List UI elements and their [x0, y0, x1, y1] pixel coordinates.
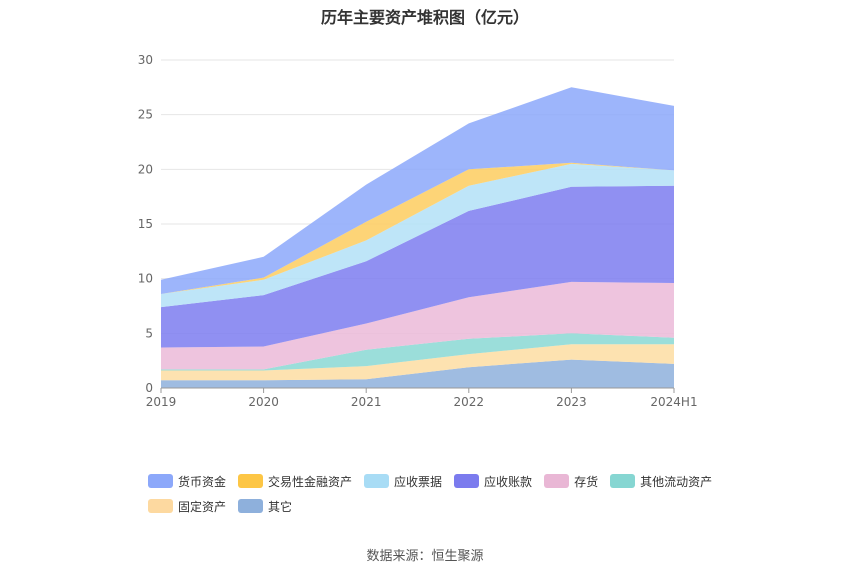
- x-tick-label: 2020: [248, 395, 279, 409]
- legend-swatch: [238, 499, 264, 513]
- y-tick-label: 5: [145, 326, 153, 340]
- legend-swatch: [148, 474, 173, 488]
- y-tick-label: 30: [138, 53, 153, 67]
- area-series: [161, 163, 674, 308]
- legend-swatch: [238, 474, 264, 488]
- legend-item[interactable]: 货币资金: [148, 473, 226, 489]
- y-tick-label: 10: [138, 272, 153, 286]
- legend-item[interactable]: 应收账款: [454, 473, 532, 489]
- legend-swatch: [454, 474, 480, 488]
- x-tick-label: 2024H1: [650, 395, 697, 409]
- y-tick-label: 15: [138, 217, 153, 231]
- chart-title: 历年主要资产堆积图（亿元）: [320, 8, 529, 27]
- legend-label: 交易性金融资产: [268, 474, 353, 489]
- legend-item[interactable]: 其他流动资产: [610, 473, 712, 489]
- data-source-note: 数据来源：恒生聚源: [366, 549, 484, 564]
- y-tick-label: 25: [138, 108, 153, 122]
- x-tick-label: 2021: [351, 395, 382, 409]
- x-tick-label: 2019: [146, 395, 177, 409]
- legend-label: 应收账款: [484, 474, 533, 489]
- legend-label: 固定资产: [178, 499, 227, 514]
- legend-label: 存货: [574, 474, 599, 489]
- legend-swatch: [148, 499, 173, 513]
- chart-legend: 货币资金 交易性金融资产 应收票据 应收账款 存货 其他流动资产固定资产 其它: [148, 473, 748, 523]
- area-series: [161, 185, 674, 348]
- x-tick-label: 2022: [454, 395, 485, 409]
- legend-item[interactable]: 其它: [238, 498, 292, 514]
- x-tick-label: 2023: [556, 395, 587, 409]
- legend-swatch: [544, 474, 570, 488]
- legend-item[interactable]: 存货: [544, 473, 598, 489]
- legend-item[interactable]: 应收票据: [364, 473, 442, 489]
- area-series: [161, 87, 674, 294]
- legend-label: 其它: [268, 499, 293, 514]
- legend-item[interactable]: 交易性金融资产: [238, 473, 352, 489]
- y-tick-label: 0: [145, 381, 153, 395]
- area-series: [161, 281, 674, 370]
- legend-item[interactable]: 固定资产: [148, 498, 226, 514]
- area-series: [161, 333, 674, 371]
- area-series: [161, 359, 674, 388]
- legend-label: 货币资金: [178, 474, 227, 489]
- legend-label: 应收票据: [394, 474, 443, 489]
- legend-swatch: [364, 474, 390, 488]
- legend-label: 其他流动资产: [640, 474, 713, 489]
- legend-swatch: [610, 474, 636, 488]
- y-tick-label: 20: [138, 162, 153, 176]
- area-series: [161, 344, 674, 381]
